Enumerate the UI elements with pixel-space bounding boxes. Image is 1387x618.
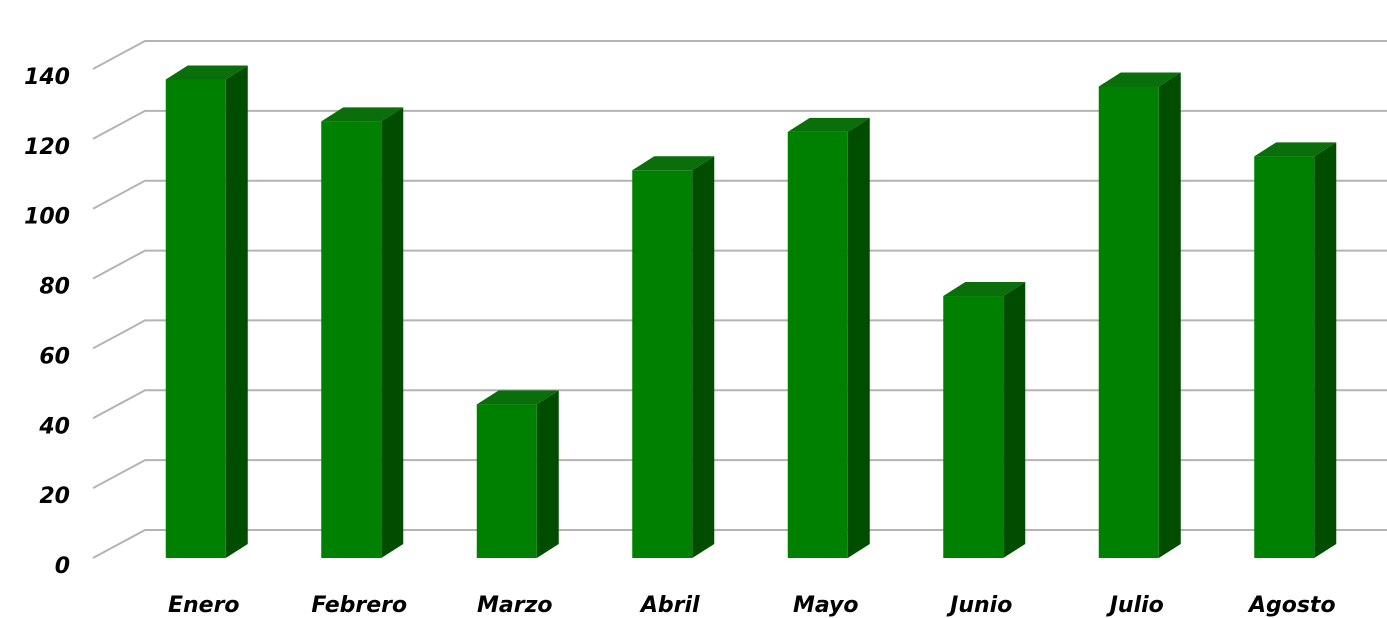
bar-marzo — [476, 390, 559, 558]
gridline-40 — [92, 389, 1387, 420]
gridline-20 — [92, 459, 1387, 490]
y-tick-label: 120 — [24, 135, 70, 160]
bar-side — [536, 390, 559, 558]
bar-side — [1003, 282, 1026, 558]
bar-top — [321, 107, 404, 122]
x-tick-label: Abril — [639, 593, 700, 618]
bar-front — [476, 404, 537, 558]
y-tick-label: 60 — [39, 344, 70, 369]
bar-top — [787, 117, 870, 132]
bar-side — [225, 65, 248, 558]
x-tick-label: Marzo — [477, 593, 553, 618]
x-axis-labels: Enero Febrero Marzo Abril Mayo Junio Julio Agos… — [168, 593, 1336, 618]
bar-side — [1314, 142, 1337, 559]
gridline-100 — [92, 179, 1387, 210]
bar-side — [847, 117, 870, 558]
bar-front — [321, 121, 382, 559]
bar-enero — [165, 65, 248, 558]
bar-side — [692, 156, 715, 559]
bar-front — [632, 170, 693, 559]
x-tick-label: Agosto — [1247, 593, 1336, 618]
gridline-120 — [92, 109, 1387, 140]
bar-top — [165, 65, 248, 80]
bar-front — [943, 296, 1004, 558]
bar-top — [1254, 142, 1337, 157]
bar-front — [165, 79, 226, 558]
bar-junio — [943, 282, 1026, 558]
bar-top — [476, 390, 559, 405]
gridline-0 — [92, 529, 1387, 559]
gridline-80 — [92, 249, 1387, 280]
bar-front — [1254, 156, 1315, 559]
y-axis-ticks: 0 20 40 60 80 100 120 140 — [24, 65, 70, 579]
y-tick-label: 80 — [39, 275, 70, 300]
bar-julio — [1098, 72, 1181, 558]
bar-front — [1098, 86, 1159, 558]
gridlines — [92, 40, 1387, 559]
bar-febrero — [321, 107, 404, 559]
x-tick-label: Junio — [946, 593, 1012, 618]
x-tick-label: Mayo — [793, 593, 859, 618]
bar-front — [787, 131, 848, 558]
y-tick-label: 20 — [39, 484, 70, 509]
bar-top — [943, 282, 1026, 297]
gridline-140 — [92, 40, 1387, 70]
y-tick-label: 100 — [24, 205, 70, 230]
bar-agosto — [1254, 142, 1337, 559]
y-tick-label: 0 — [55, 554, 70, 579]
bar-side — [381, 107, 404, 559]
bar-side — [1158, 72, 1181, 558]
x-tick-label: Febrero — [311, 593, 407, 618]
bar-top — [1098, 72, 1181, 87]
y-tick-label: 40 — [38, 414, 70, 439]
x-tick-label: Enero — [168, 593, 240, 618]
bar-mayo — [787, 117, 870, 558]
gridline-60 — [92, 319, 1387, 350]
y-tick-label: 140 — [24, 65, 70, 90]
bar-top — [632, 156, 715, 171]
x-tick-label: Julio — [1106, 593, 1164, 618]
bar-abril — [632, 156, 715, 559]
bars — [165, 65, 1337, 559]
